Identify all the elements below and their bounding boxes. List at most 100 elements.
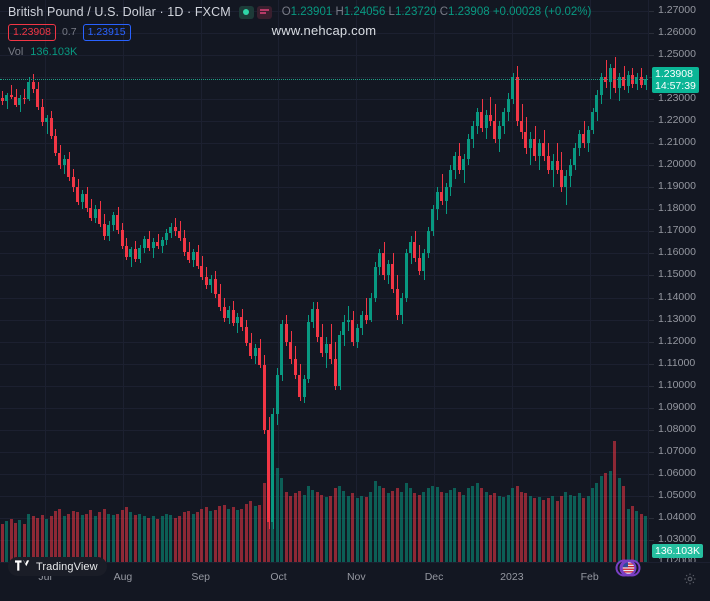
volume-bar xyxy=(457,492,461,562)
volume-bar xyxy=(466,488,470,562)
volume-bar xyxy=(528,495,532,562)
candle-body xyxy=(382,253,386,276)
price-tick: 1.20000 xyxy=(649,158,710,170)
candle-body xyxy=(386,264,390,276)
volume-bar xyxy=(462,494,466,562)
price-tick: 1.09000 xyxy=(649,401,710,413)
candle-wick xyxy=(489,96,491,126)
candle-wick xyxy=(46,114,48,135)
price-tick: 1.27000 xyxy=(649,4,710,16)
candle-body xyxy=(262,364,266,430)
candle-body xyxy=(400,297,404,316)
settings-gear-icon[interactable] xyxy=(683,572,697,586)
horizontal-gridline xyxy=(0,298,648,299)
candle-body xyxy=(635,77,639,84)
candle-body xyxy=(622,77,626,86)
horizontal-gridline xyxy=(0,187,648,188)
volume-bar xyxy=(515,485,519,562)
volume-bar xyxy=(311,489,315,562)
time-tick-label: Aug xyxy=(113,571,133,583)
horizontal-gridline xyxy=(0,408,648,409)
candle-body xyxy=(426,231,430,254)
candle-body xyxy=(280,323,284,375)
candle-body xyxy=(559,169,563,188)
us-flag-event-icon[interactable] xyxy=(614,558,644,578)
candle-body xyxy=(187,252,191,261)
chart-plot-area[interactable] xyxy=(0,0,648,562)
candle-body xyxy=(506,99,510,113)
price-tick: 1.26000 xyxy=(649,26,710,38)
price-tick: 1.21000 xyxy=(649,136,710,148)
candle-body xyxy=(586,130,590,144)
candle-body xyxy=(111,214,115,225)
candle-body xyxy=(369,297,373,320)
volume-bar xyxy=(369,492,373,562)
candle-body xyxy=(31,81,35,90)
candle-body xyxy=(599,77,603,95)
volume-bar xyxy=(102,508,106,562)
volume-bar xyxy=(58,508,62,562)
candle-wick xyxy=(583,121,585,148)
volume-bar xyxy=(182,512,186,562)
candle-body xyxy=(293,359,297,375)
volume-bar xyxy=(196,512,199,562)
volume-bar xyxy=(324,497,328,562)
volume-bar xyxy=(644,516,648,562)
horizontal-gridline xyxy=(0,253,648,254)
volume-bar xyxy=(533,498,537,562)
price-tick: 1.05000 xyxy=(649,489,710,501)
candle-body xyxy=(98,209,102,224)
vertical-gridline xyxy=(356,0,357,562)
price-tick: 1.25000 xyxy=(649,48,710,60)
candle-body xyxy=(45,117,49,123)
candle-body xyxy=(156,242,160,246)
volume-bar xyxy=(9,518,13,562)
grid-layer xyxy=(0,0,648,562)
volume-bar xyxy=(431,485,435,562)
horizontal-gridline xyxy=(0,474,648,475)
price-tick-label: 1.12000 xyxy=(658,334,696,347)
horizontal-gridline xyxy=(0,342,648,343)
candle-body xyxy=(89,208,93,219)
candle-body xyxy=(116,214,120,231)
price-tick-label: 1.16000 xyxy=(658,246,696,259)
candle-body xyxy=(218,294,222,308)
candle-body xyxy=(227,309,231,319)
volume-bar xyxy=(582,498,586,562)
candle-wick xyxy=(347,306,349,331)
volume-bar xyxy=(204,507,208,562)
volume-bar xyxy=(275,467,279,562)
volume-bar xyxy=(502,497,506,562)
volume-bar xyxy=(85,513,89,562)
time-scale[interactable]: Jul Aug Sep Oct Nov Dec 2023 Feb xyxy=(0,562,710,601)
price-tick-label: 1.22000 xyxy=(658,114,696,127)
volume-bar xyxy=(604,473,608,562)
volume-bar xyxy=(142,516,146,562)
volume-bar xyxy=(471,485,475,562)
horizontal-gridline xyxy=(0,386,648,387)
volume-bar xyxy=(235,509,239,562)
volume-bar xyxy=(93,516,97,562)
price-tick: 1.11000 xyxy=(649,357,710,369)
candle-body xyxy=(417,257,421,272)
price-tick: 1.10000 xyxy=(649,379,710,391)
horizontal-gridline xyxy=(0,518,648,519)
tradingview-logo[interactable]: TradingView xyxy=(8,557,107,576)
volume-bar xyxy=(258,504,262,562)
current-price-badge[interactable]: 1.23908 14:57:39 xyxy=(652,67,699,94)
volume-badge[interactable]: 136.103K xyxy=(652,544,703,558)
candle-body xyxy=(537,143,541,157)
volume-bar xyxy=(147,517,151,562)
candle-body xyxy=(169,227,173,233)
candle-body xyxy=(107,224,111,236)
price-scale[interactable]: 1.270001.260001.250001.240001.230001.220… xyxy=(648,0,710,567)
volume-bar xyxy=(40,514,44,562)
time-tick-label: Oct xyxy=(270,571,287,583)
vertical-gridline xyxy=(512,0,513,562)
current-time-value: 14:57:39 xyxy=(655,80,696,93)
volume-bar xyxy=(386,493,390,562)
candle-body xyxy=(533,138,537,157)
candle-body xyxy=(151,242,155,248)
volume-bar xyxy=(107,513,111,562)
candle-body xyxy=(182,238,186,253)
